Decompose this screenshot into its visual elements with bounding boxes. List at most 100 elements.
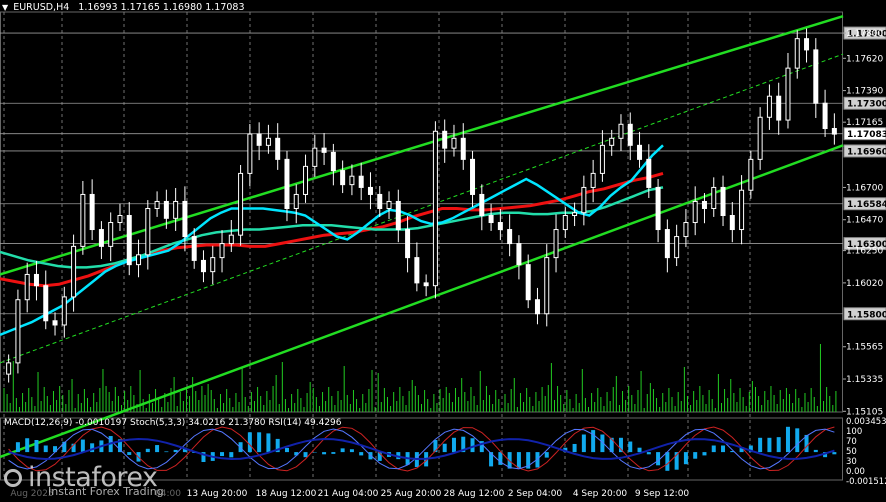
y-tick-label: 1.17800 (846, 29, 883, 39)
macd-bar (748, 445, 753, 453)
candle-body (303, 165, 309, 195)
candle-body (479, 193, 485, 217)
macd-bar (693, 452, 698, 459)
macd-bar (516, 452, 521, 469)
x-tick-label-partial: 04:00 (155, 489, 181, 499)
macd-bar (182, 447, 187, 453)
triangle-down-icon: ▼ (2, 3, 9, 12)
candle-body (312, 147, 318, 167)
candle-body (395, 200, 401, 231)
macd-bar (377, 452, 382, 461)
candle-body (618, 123, 624, 139)
price-tag-box (843, 197, 886, 211)
macd-bar (117, 439, 122, 453)
y-tick-label: 1.16250 (846, 247, 883, 257)
candle-body (674, 236, 680, 259)
candle-body (275, 137, 281, 160)
macd-bar (600, 434, 605, 453)
grid (0, 11, 843, 481)
macd-bar (284, 447, 289, 453)
macd-bar (721, 445, 726, 453)
macd-bar (173, 449, 178, 453)
candle-body (80, 193, 86, 247)
candle-body (683, 222, 689, 238)
macd-bar (53, 446, 58, 453)
macd-bar (266, 433, 271, 453)
candle-body (358, 175, 364, 188)
candle-body (219, 243, 225, 259)
candle-body (516, 243, 522, 266)
macd-bar (294, 452, 299, 456)
macd-bar (591, 430, 596, 453)
candle-body (367, 186, 373, 195)
price-tag-label: 1.16300 (847, 240, 886, 250)
macd-bar (804, 434, 809, 453)
macd-bar (322, 452, 327, 455)
x-tick-label: 9 Sep 12:00 (635, 489, 690, 499)
macd-bar (451, 437, 456, 453)
chart-header: ▼ EURUSD,H4 1.16993 1.17165 1.16980 1.17… (2, 2, 245, 13)
macd-bar (656, 452, 661, 466)
candle-body (405, 229, 411, 259)
candle-body (757, 116, 763, 160)
candle-body (182, 200, 188, 238)
macd-bar (470, 438, 475, 453)
candle-body (562, 215, 568, 231)
macd-bar (127, 452, 132, 455)
candle-body (525, 264, 531, 301)
indicator-header: MACD(12,26,9) -0.0010197 Stoch(5,3,3) 34… (4, 418, 342, 428)
candle-body (794, 38, 800, 69)
x-tick-label: 21 Aug 04:00 (318, 489, 379, 499)
candle-body (423, 282, 429, 287)
macd-bar (711, 445, 716, 453)
y-tick-label: 1.17620 (846, 54, 883, 64)
candle-body (238, 172, 244, 236)
regression-channel (0, 15, 844, 459)
macd-bar (526, 452, 531, 469)
candle-body (432, 130, 438, 287)
candle-body (488, 215, 494, 224)
macd-bar (572, 443, 577, 453)
candle-body (507, 229, 513, 245)
candle-body (136, 254, 142, 266)
macd-bar (303, 452, 308, 458)
macd-bar (155, 445, 160, 453)
candle-body (590, 172, 596, 188)
candle-body (822, 102, 828, 129)
x-tick-label: 4 Sep 20:00 (573, 489, 628, 499)
macd-bar (164, 451, 169, 453)
indicator-tick-label: 0.00 (846, 467, 865, 477)
price-tag-label: 1.16960 (847, 147, 886, 157)
macd-bar (62, 441, 67, 453)
candle-body (163, 200, 169, 219)
candle-body (265, 137, 271, 146)
macd-bar (15, 442, 20, 453)
indicator-tick-label: 70 (846, 437, 857, 447)
candle-body (581, 186, 587, 214)
candle-body (544, 257, 550, 315)
macd-bar (71, 443, 76, 453)
candle-body (572, 212, 578, 217)
candle-body (43, 285, 49, 322)
macd-bar (461, 436, 466, 453)
candles (6, 28, 837, 383)
macd-bar (25, 438, 30, 453)
candle-body (766, 95, 772, 118)
candle-body (377, 193, 383, 209)
macd-bar (563, 447, 568, 453)
y-tick-label: 1.15335 (846, 375, 883, 385)
candle-body (330, 151, 336, 172)
macd-bar (702, 452, 707, 456)
price-tag-label: 1.17800 (847, 30, 886, 40)
candle-body (200, 259, 206, 273)
time-axis: 13 Aug 20:00 18 Aug 12:00 21 Aug 04:00 25 A… (10, 489, 689, 499)
candle-body (729, 215, 735, 231)
price-tag-box (843, 144, 886, 158)
candle-body (739, 189, 745, 231)
candle-body (191, 236, 197, 261)
macd-bar (609, 437, 614, 453)
candle-body (414, 257, 420, 284)
candle-body (52, 320, 58, 326)
candle-body (701, 200, 707, 209)
